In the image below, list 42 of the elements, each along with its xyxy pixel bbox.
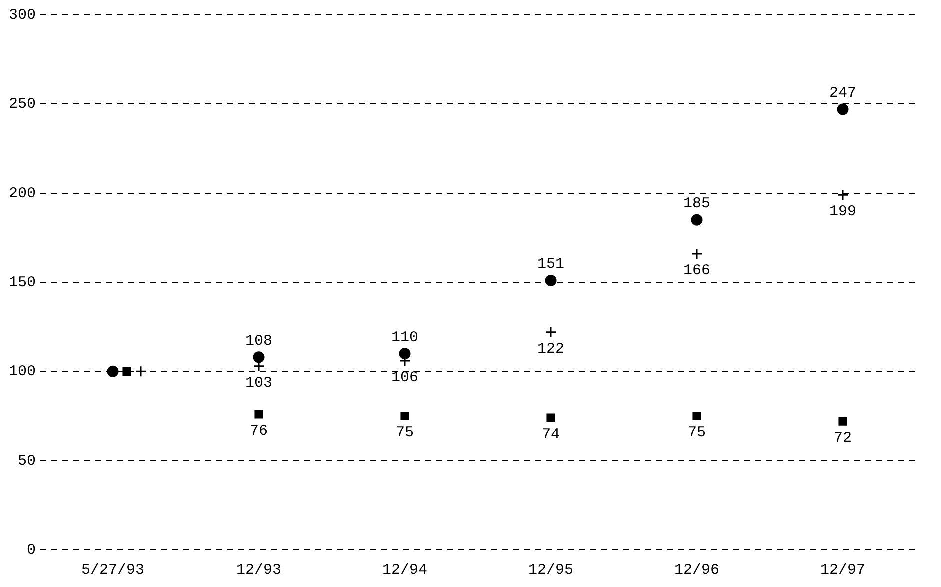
point [399, 348, 411, 360]
point [545, 274, 557, 286]
point [837, 189, 849, 201]
data-label: 247 [829, 84, 857, 102]
point [546, 414, 556, 422]
y-tick-label: 100 [8, 364, 36, 381]
data-label: 185 [683, 196, 711, 213]
y-tick-label: 0 [26, 542, 36, 559]
point [691, 214, 703, 226]
data-label: 106 [391, 369, 419, 386]
y-tick-label: 300 [8, 6, 36, 24]
point [107, 366, 119, 378]
y-tick-label: 150 [8, 274, 36, 292]
point [692, 412, 702, 421]
data-label: 103 [245, 374, 273, 392]
y-tick-label: 250 [8, 96, 36, 114]
data-label: 75 [396, 424, 414, 442]
data-label: 199 [829, 204, 857, 221]
x-tick-label: 12/94 [382, 562, 428, 579]
point [545, 326, 557, 338]
data-label: 166 [683, 262, 711, 280]
point [838, 417, 848, 426]
point [837, 104, 849, 116]
data-label: 75 [688, 424, 706, 442]
x-tick-label: 12/97 [820, 562, 866, 579]
y-tick-label: 200 [8, 185, 36, 202]
data-label: 122 [537, 340, 565, 358]
x-tick-label: 5/27/93 [81, 562, 145, 579]
data-label: 76 [250, 422, 268, 440]
data-label: 74 [542, 426, 560, 444]
x-tick-label: 12/95 [528, 562, 574, 579]
point [691, 248, 703, 260]
data-label: 151 [537, 256, 565, 274]
data-label: 110 [391, 329, 419, 346]
y-tick-label: 50 [18, 452, 36, 470]
data-label: 108 [245, 332, 273, 350]
data-label: 72 [834, 430, 852, 448]
x-tick-label: 12/96 [674, 562, 720, 579]
point [254, 410, 264, 419]
point [400, 412, 410, 421]
point [253, 352, 265, 364]
x-tick-label: 12/93 [236, 562, 282, 579]
